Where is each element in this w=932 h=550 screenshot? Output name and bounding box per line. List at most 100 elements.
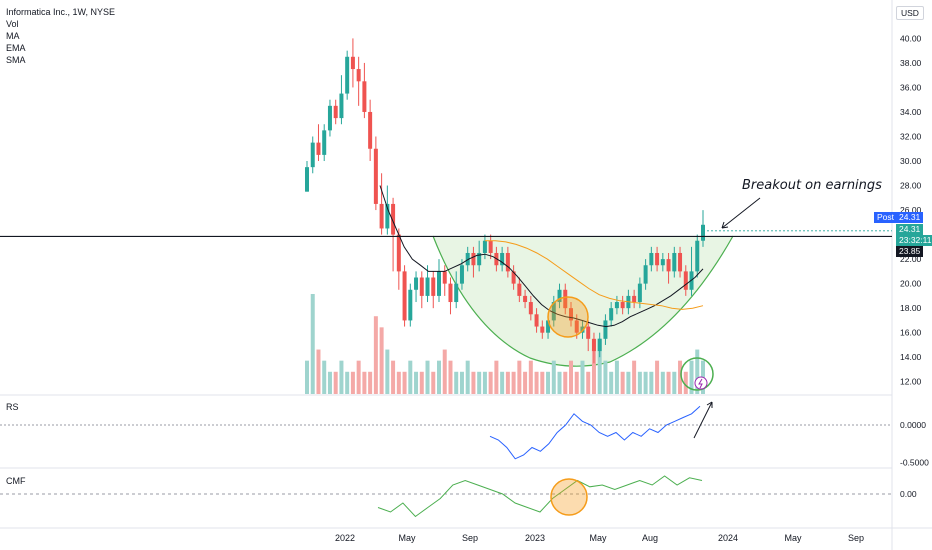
- volume-bar: [603, 360, 608, 394]
- cmf-tick-label: 0.00: [900, 489, 917, 499]
- volume-bar: [488, 371, 493, 394]
- volume-bar: [442, 349, 447, 394]
- candle-body: [448, 283, 453, 303]
- price-tick-label: 20.00: [900, 279, 922, 289]
- candle-body: [517, 283, 522, 296]
- volume-bar: [597, 338, 602, 394]
- cup-pattern-curve: [432, 235, 734, 367]
- price-tick-label: 26.00: [900, 205, 922, 215]
- candle-body: [683, 271, 688, 290]
- volume-bar: [391, 360, 396, 394]
- volume-bar: [373, 316, 378, 394]
- candle-body: [350, 56, 355, 70]
- price-tick-label: 12.00: [900, 377, 922, 387]
- volume-bar: [414, 371, 419, 394]
- price-tick-label: 28.00: [900, 181, 922, 191]
- candle-body: [643, 265, 648, 284]
- volume-bar: [362, 371, 367, 394]
- candle-body: [534, 314, 539, 327]
- candle-body: [310, 142, 315, 168]
- currency-button[interactable]: USD: [896, 6, 924, 20]
- candle-body: [373, 148, 378, 204]
- volume-bar: [683, 371, 688, 394]
- rs-arrowhead: [706, 401, 713, 408]
- candle-body: [632, 295, 637, 303]
- volume-bar: [637, 371, 642, 394]
- annotation-arrow: [721, 197, 761, 229]
- volume-bar: [327, 371, 332, 394]
- candle-body: [316, 142, 321, 155]
- volume-bar: [379, 327, 384, 394]
- legend-ma[interactable]: MA: [6, 31, 20, 41]
- volume-bar: [505, 371, 510, 394]
- candle-body: [454, 283, 459, 303]
- legend-vol[interactable]: Vol: [6, 19, 19, 29]
- volume-bar: [425, 360, 430, 394]
- rs-arrow: [693, 401, 713, 439]
- candle-body: [471, 252, 476, 266]
- price-tick-label: 34.00: [900, 107, 922, 117]
- volume-bar: [482, 371, 487, 394]
- volume-bar: [643, 371, 648, 394]
- candle-body: [637, 283, 642, 303]
- candle-body: [551, 302, 556, 321]
- legend-ema[interactable]: EMA: [6, 43, 26, 53]
- candle-body: [379, 203, 384, 229]
- volume-bar: [557, 371, 562, 394]
- time-tick-label: 2024: [718, 533, 738, 543]
- time-tick-label: May: [784, 533, 802, 543]
- post-price-badge: 24.31: [896, 212, 924, 223]
- candle-body: [442, 271, 447, 284]
- volume-bar: [465, 360, 470, 394]
- last-price-badge: 24.31: [896, 224, 924, 235]
- volume-bar: [345, 371, 350, 394]
- candle-body: [368, 111, 373, 149]
- volume-bar: [517, 360, 522, 394]
- candle-body: [546, 320, 551, 333]
- candle-body: [666, 259, 671, 272]
- volume-bar: [620, 371, 625, 394]
- candle-body: [339, 93, 344, 119]
- volume-bar: [310, 294, 315, 394]
- time-tick-label: Sep: [462, 533, 478, 543]
- candle-body: [396, 234, 401, 272]
- price-tick-label: 18.00: [900, 303, 922, 313]
- candle-body: [695, 240, 700, 272]
- volume-bar: [609, 371, 614, 394]
- price-tick-label: 14.00: [900, 352, 922, 362]
- price-tick-label: 32.00: [900, 131, 922, 141]
- volume-bar: [437, 360, 441, 394]
- candle-body: [597, 338, 602, 352]
- volume-bar: [689, 360, 694, 394]
- volume-bar: [649, 371, 654, 394]
- candle-body: [305, 167, 309, 192]
- volume-bar: [540, 371, 545, 394]
- rs-line: [489, 405, 701, 460]
- candle-body: [620, 302, 625, 309]
- volume-bar: [494, 360, 499, 394]
- candle-body: [580, 326, 585, 333]
- candle-body: [414, 277, 419, 290]
- candle-body: [333, 105, 338, 119]
- annotation-text: Breakout on earnings: [742, 178, 882, 193]
- candle-body: [557, 289, 562, 303]
- legend-sma[interactable]: SMA: [6, 55, 26, 65]
- volume-bar: [614, 360, 619, 394]
- price-tick-label: 30.00: [900, 156, 922, 166]
- candle-body: [603, 320, 608, 339]
- price-tick-label: 22.00: [900, 254, 922, 264]
- chart-legend: Informatica Inc., 1W, NYSE Vol MA EMA SM…: [6, 6, 115, 66]
- candle-body: [402, 271, 407, 321]
- candle-body: [586, 326, 591, 339]
- time-tick-label: 2023: [525, 533, 545, 543]
- cmf-pane-label: CMF: [6, 476, 26, 486]
- volume-bar: [477, 371, 482, 394]
- candle-body: [362, 81, 367, 112]
- candle-body: [419, 277, 424, 296]
- volume-bar: [350, 371, 355, 394]
- legend-title: Informatica Inc., 1W, NYSE: [6, 7, 116, 17]
- volume-bar: [591, 349, 596, 394]
- time-tick-label: Sep: [848, 533, 864, 543]
- candle-body: [488, 240, 493, 253]
